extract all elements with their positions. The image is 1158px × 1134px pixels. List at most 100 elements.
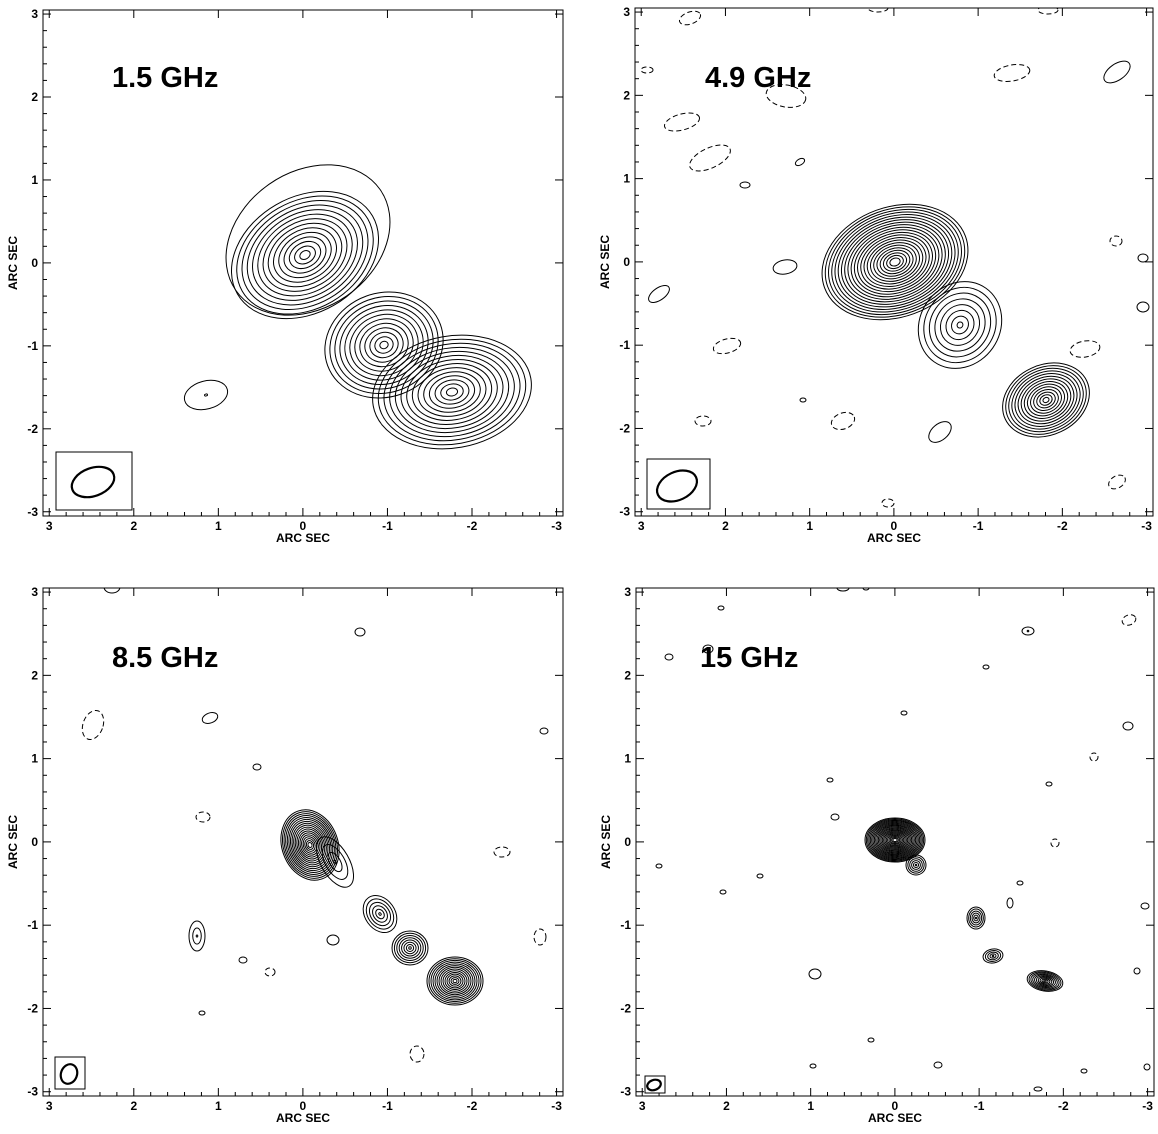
y-tick-label: -2 — [619, 421, 630, 435]
contour-line — [327, 851, 343, 873]
contour-line — [326, 934, 340, 946]
y-tick-label: -1 — [27, 339, 38, 353]
contour-line — [1030, 386, 1062, 414]
contour-line — [393, 932, 427, 964]
contour-map — [655, 588, 1151, 1092]
y-tick-label: 3 — [624, 585, 631, 599]
x-tick-label: 0 — [300, 519, 307, 533]
contour-line — [739, 181, 751, 189]
contour-line — [862, 588, 870, 591]
contour-line — [880, 829, 910, 851]
contour-line — [329, 295, 439, 395]
contour-line — [945, 309, 975, 341]
y-tick-label: 3 — [623, 5, 630, 19]
contour-line — [882, 252, 908, 272]
contour-line — [892, 837, 898, 843]
contour-line — [956, 321, 964, 329]
contour-line — [907, 856, 925, 874]
contour-line — [291, 822, 329, 868]
y-tick-label: 3 — [31, 7, 38, 21]
contour-line — [1039, 977, 1051, 985]
contour-line — [389, 346, 515, 438]
contour-line — [438, 966, 472, 996]
contour-line — [887, 834, 903, 846]
y-tick-label: -2 — [27, 1001, 38, 1015]
contour-line — [982, 664, 990, 670]
contour-line — [1032, 973, 1058, 989]
negative-contour — [81, 709, 105, 741]
x-tick-label: -2 — [467, 1099, 478, 1113]
contour-line — [867, 1037, 875, 1043]
contour-line — [398, 937, 422, 959]
contour-line — [444, 971, 466, 991]
x-tick-label: 0 — [891, 519, 898, 533]
contour-line — [1030, 972, 1060, 990]
contour-line — [863, 237, 927, 287]
contour-line — [991, 954, 995, 958]
contour-line — [362, 894, 398, 934]
y-tick-label: 1 — [31, 752, 38, 766]
contour-line — [278, 231, 332, 279]
contour-line — [900, 710, 908, 716]
contour-line — [1014, 373, 1078, 427]
contour-line — [886, 254, 904, 270]
contour-line — [400, 354, 504, 430]
contour-line — [203, 393, 209, 397]
contour-line — [866, 239, 924, 285]
contour-line — [853, 229, 937, 295]
contour-line — [406, 359, 498, 425]
contour-line — [917, 281, 1003, 369]
contour-line — [440, 968, 470, 994]
contour-line — [871, 822, 919, 858]
contour-line — [188, 920, 206, 952]
contour-line — [285, 815, 335, 875]
contour-line — [847, 224, 943, 300]
contour-line — [423, 371, 481, 413]
contour-line — [294, 245, 316, 265]
y-axis-label: ARC SEC — [6, 236, 20, 290]
contour-line — [283, 236, 327, 274]
contour-line — [293, 824, 327, 866]
contour-line — [428, 375, 476, 409]
x-tick-label: -2 — [467, 519, 478, 533]
negative-contour — [1050, 838, 1060, 848]
contour-line — [432, 961, 478, 1001]
contour-line — [273, 227, 337, 283]
contour-line — [1133, 967, 1141, 975]
contour-line — [283, 813, 337, 877]
contour-line — [1011, 370, 1081, 430]
contour-line — [824, 206, 966, 318]
contour-line — [928, 292, 992, 358]
contour-line — [717, 605, 725, 611]
x-axis-label: ARC SEC — [867, 531, 921, 545]
contour-line — [864, 817, 926, 863]
contour-line — [828, 208, 962, 316]
x-tick-label: 3 — [639, 1099, 646, 1113]
x-tick-label: 2 — [130, 1099, 137, 1113]
x-tick-label: 1 — [807, 1099, 814, 1113]
contour-line — [359, 322, 409, 368]
contour-line — [417, 367, 487, 417]
contour-line — [905, 854, 927, 876]
contour-line — [198, 1010, 206, 1016]
y-tick-label: 2 — [623, 88, 630, 102]
contour-line — [401, 939, 419, 957]
frequency-label: 15 GHz — [700, 642, 798, 674]
beam-ellipse — [646, 1078, 662, 1092]
x-tick-label: 1 — [806, 519, 813, 533]
y-tick-label: -1 — [619, 338, 630, 352]
contour-line — [891, 836, 899, 844]
x-axis-label: ARC SEC — [868, 1111, 922, 1125]
contour-line — [1080, 1068, 1088, 1074]
contour-line — [888, 835, 902, 845]
x-tick-label: 2 — [722, 519, 729, 533]
contour-line — [403, 941, 417, 955]
y-tick-label: 1 — [623, 172, 630, 186]
y-tick-label: 1 — [624, 752, 631, 766]
contour-line — [442, 970, 468, 992]
contour-line — [1140, 902, 1150, 910]
negative-contour — [264, 967, 276, 977]
contour-line — [1016, 880, 1024, 886]
contour-map — [640, 8, 1150, 508]
contour-line — [821, 203, 969, 321]
